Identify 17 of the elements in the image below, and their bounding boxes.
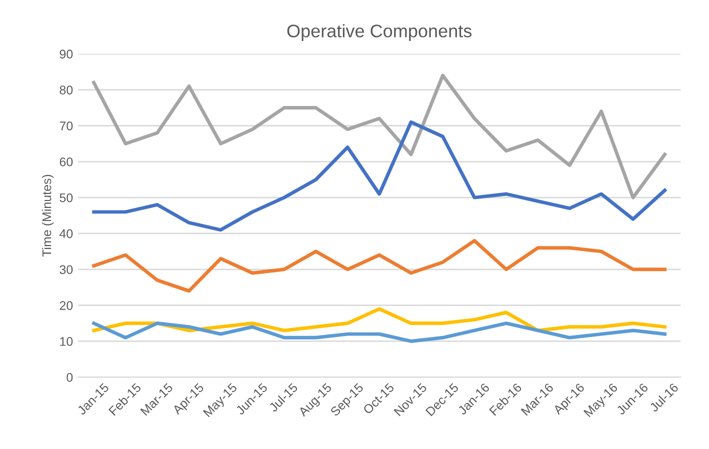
chart-title: Operative Components <box>287 24 472 41</box>
line-series <box>92 74 667 200</box>
y-tick-label: 0 <box>66 372 73 382</box>
y-tick-label: 90 <box>60 50 73 59</box>
line-series <box>92 322 667 343</box>
y-tick-label: 50 <box>60 193 73 202</box>
line-series <box>92 238 667 293</box>
y-tick-label: 70 <box>60 122 73 130</box>
y-tick-label: 80 <box>60 86 73 94</box>
y-tick-label: 60 <box>60 157 73 166</box>
y-tick-label: 20 <box>60 301 73 310</box>
y-tick-label: 10 <box>60 337 73 346</box>
line-series <box>92 120 667 232</box>
y-tick-label: 30 <box>60 265 73 274</box>
y-tick-label: 40 <box>60 229 73 238</box>
line-series <box>92 307 667 332</box>
y-axis-title: Time (Minutes) <box>42 174 54 257</box>
